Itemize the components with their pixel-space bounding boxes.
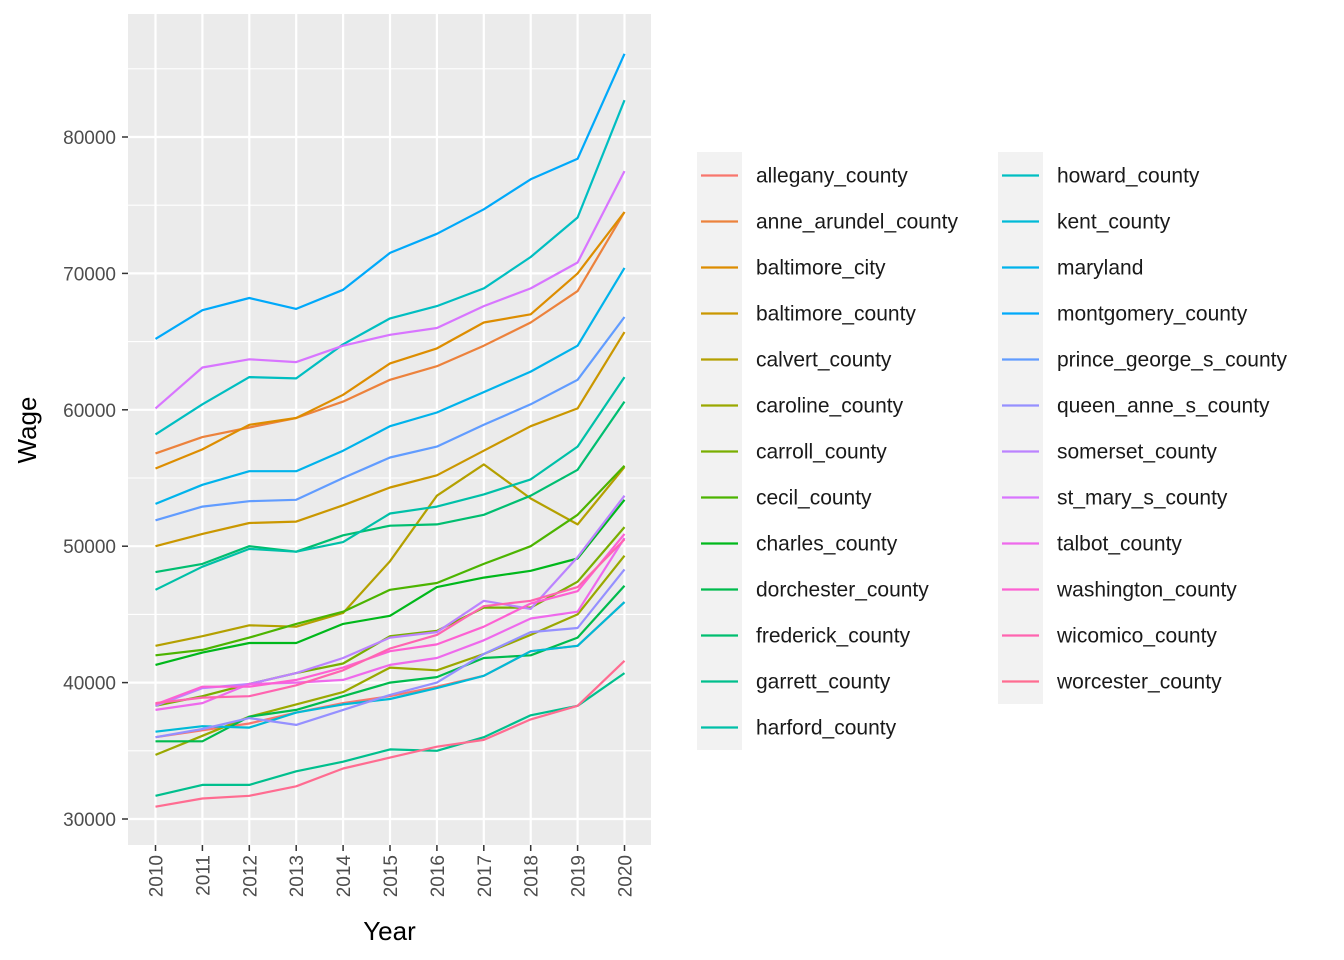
series-line-howard_county: [154, 99, 626, 436]
x-tick-label: 2014: [334, 855, 355, 898]
legend-label: harford_county: [756, 717, 897, 740]
y-axis-title: Wage: [12, 397, 42, 464]
legend-item-dorchester_county: dorchester_county: [701, 579, 929, 602]
legend-label: maryland: [1057, 257, 1143, 280]
legend-label: kent_county: [1057, 211, 1171, 234]
x-tick-label: 2018: [522, 855, 543, 897]
x-tick-label: 2015: [381, 855, 402, 897]
legend-item-baltimore_county: baltimore_county: [701, 303, 916, 326]
legend-item-montgomery_county: montgomery_county: [1002, 303, 1248, 326]
legend-label: cecil_county: [756, 487, 872, 510]
series-line-montgomery_county: [154, 53, 626, 340]
legend-label: baltimore_city: [756, 257, 886, 280]
series-line-cecil_county: [155, 464, 626, 657]
series-line-somerset_county: [155, 495, 626, 707]
x-tick-label: 2013: [287, 855, 308, 897]
legend-label: allegany_county: [756, 165, 908, 188]
legend-label: charles_county: [756, 533, 898, 556]
legend-label: baltimore_county: [756, 303, 916, 326]
x-axis: 2010 2011 2012 2013 2014 2015 2016 2017 2018 2019…: [147, 845, 637, 897]
legend-item-washington_county: washington_county: [1002, 579, 1237, 602]
legend-label: queen_anne_s_county: [1057, 395, 1270, 418]
legend-item-maryland: maryland: [1002, 257, 1143, 280]
legend-item-talbot_county: talbot_county: [1002, 533, 1182, 556]
legend-label: caroline_county: [756, 395, 904, 418]
legend-label: wicomico_county: [1056, 625, 1217, 648]
y-tick-label: 30000: [63, 810, 116, 831]
legend-item-st_mary_s_county: st_mary_s_county: [1002, 487, 1228, 510]
legend-label: prince_george_s_county: [1057, 349, 1287, 372]
x-tick-label: 2012: [240, 855, 261, 897]
series-line-washington_county: [155, 533, 626, 706]
legend-item-charles_county: charles_county: [701, 533, 898, 556]
legend-label: howard_county: [1057, 165, 1200, 188]
legend-label: st_mary_s_county: [1057, 487, 1228, 510]
legend-item-calvert_county: calvert_county: [701, 349, 892, 372]
legend-item-anne_arundel_county: anne_arundel_county: [701, 211, 959, 234]
x-tick-label: 2020: [616, 855, 637, 897]
x-tick-label: 2017: [475, 855, 496, 897]
series-line-baltimore_county: [155, 331, 626, 548]
legend-item-carroll_county: carroll_county: [701, 441, 887, 464]
legend-item-frederick_county: frederick_county: [701, 625, 911, 648]
legend-item-prince_george_s_county: prince_george_s_county: [1002, 349, 1287, 372]
y-tick-label: 70000: [63, 264, 116, 285]
y-axis: 30000 40000 50000 60000 70000 80000: [63, 128, 128, 831]
series-line-wicomico_county: [155, 538, 626, 705]
legend-label: frederick_county: [756, 625, 911, 648]
legend-item-somerset_county: somerset_county: [1002, 441, 1217, 464]
series-lines: [154, 53, 626, 808]
legend-item-kent_county: kent_county: [1002, 211, 1171, 234]
series-line-st_mary_s_county: [154, 170, 626, 410]
series-line-kent_county: [155, 601, 626, 733]
x-axis-title: Year: [363, 916, 416, 946]
series-line-garrett_county: [155, 672, 626, 797]
series-line-harford_county: [155, 376, 626, 591]
y-tick-label: 40000: [63, 674, 116, 695]
legend-item-queen_anne_s_county: queen_anne_s_county: [1002, 395, 1270, 418]
x-tick-label: 2010: [147, 855, 168, 897]
series-line-maryland: [155, 267, 626, 505]
legend: allegany_county anne_arundel_countybaltim…: [697, 152, 1287, 750]
series-line-charles_county: [155, 499, 626, 666]
legend-label: garrett_county: [756, 671, 891, 694]
y-tick-label: 60000: [63, 401, 116, 422]
legend-item-howard_county: howard_county: [1002, 165, 1200, 188]
legend-item-allegany_county: allegany_county: [701, 165, 908, 188]
legend-item-garrett_county: garrett_county: [701, 671, 891, 694]
legend-item-worcester_county: worcester_county: [1002, 671, 1222, 694]
series-line-prince_george_s_county: [155, 316, 626, 522]
legend-label: anne_arundel_county: [756, 211, 959, 234]
legend-label: dorchester_county: [756, 579, 929, 602]
legend-label: carroll_county: [756, 441, 887, 464]
y-tick-label: 50000: [63, 537, 116, 558]
legend-label: somerset_county: [1057, 441, 1217, 464]
series-line-anne_arundel_county: [155, 211, 626, 455]
legend-key-background-col2: [998, 152, 1043, 704]
series-line-queen_anne_s_county: [155, 568, 626, 739]
legend-label: montgomery_county: [1057, 303, 1248, 326]
legend-label: worcester_county: [1056, 671, 1222, 694]
legend-item-harford_county: harford_county: [701, 717, 897, 740]
legend-item-caroline_county: caroline_county: [701, 395, 904, 418]
legend-label: calvert_county: [756, 349, 892, 372]
legend-label: talbot_county: [1057, 533, 1182, 556]
legend-label: washington_county: [1056, 579, 1237, 602]
grid-major: [128, 14, 651, 845]
legend-item-baltimore_city: baltimore_city: [701, 257, 886, 280]
legend-item-wicomico_county: wicomico_county: [1002, 625, 1217, 648]
x-tick-label: 2019: [569, 855, 590, 897]
series-line-worcester_county: [155, 660, 626, 808]
series-line-frederick_county: [155, 400, 626, 574]
series-line-baltimore_city: [155, 211, 626, 470]
series-line-caroline_county: [155, 555, 626, 756]
x-tick-label: 2016: [428, 855, 449, 897]
legend-item-cecil_county: cecil_county: [701, 487, 872, 510]
series-line-calvert_county: [155, 463, 626, 647]
series-line-talbot_county: [155, 537, 626, 711]
x-tick-label: 2011: [193, 855, 214, 896]
y-tick-label: 80000: [63, 128, 116, 149]
